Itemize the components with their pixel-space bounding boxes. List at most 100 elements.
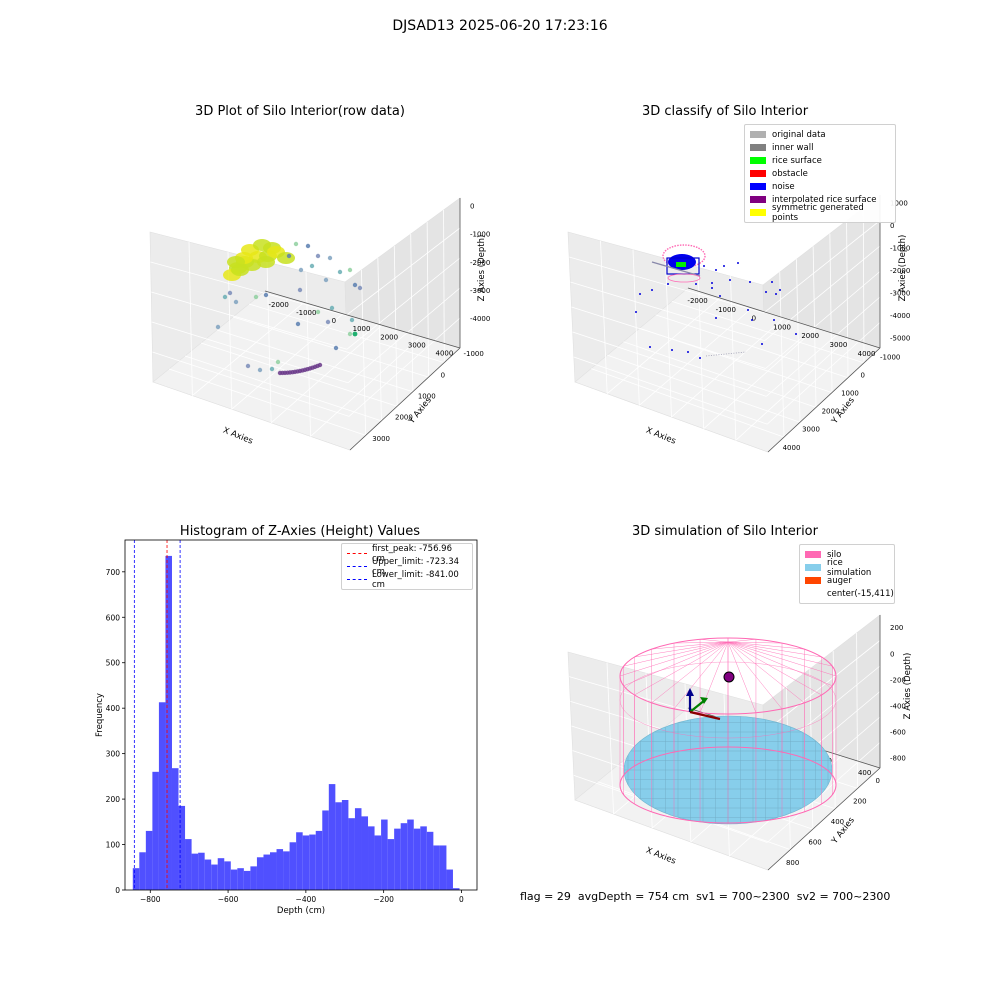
- x-axis-label: X Axies: [221, 426, 254, 447]
- silo-roof-wire: [673, 641, 729, 644]
- grid-line: [151, 291, 348, 350]
- grid-line: [346, 257, 461, 350]
- status-flag: flag = 29: [520, 890, 571, 903]
- histogram-bar: [165, 555, 172, 890]
- histogram-bar: [276, 849, 284, 890]
- z-axis-label: Z Axies (Depth): [898, 235, 908, 302]
- grid-line: [703, 327, 817, 429]
- y-tick-label: 2000: [395, 414, 413, 422]
- noise-point: [771, 281, 773, 283]
- raw-point: [295, 321, 301, 327]
- y-tick-label: 800: [786, 859, 799, 867]
- noise-point: [699, 357, 701, 359]
- legend-line-sample: [347, 566, 367, 567]
- y-tick-label: 1000: [841, 390, 859, 398]
- histogram-bar: [256, 857, 264, 890]
- legend-label: symmetric generated points: [772, 202, 864, 223]
- raw-point: [275, 359, 281, 365]
- noise-point: [715, 269, 717, 271]
- y-axis-label: Frequency: [95, 693, 105, 737]
- legend-entry: original data: [750, 128, 890, 141]
- raw-point: [357, 285, 363, 291]
- raw-point: [257, 367, 263, 373]
- classify-plot-title: 3D classify of Silo Interior: [641, 104, 809, 119]
- histogram-bar: [230, 869, 238, 890]
- raw-point: [323, 277, 329, 283]
- raw-point: [317, 362, 323, 368]
- y-tick-label: 0: [441, 371, 445, 379]
- histogram-bar: [204, 859, 212, 890]
- status-avg-depth: avgDepth = 754 cm: [577, 890, 690, 903]
- y-tick-label: 0: [861, 371, 865, 379]
- x-tick-label: 1000: [773, 323, 791, 331]
- status-sv2: sv2 = 700~2300: [796, 890, 891, 903]
- silo-roof-wire: [651, 641, 729, 704]
- silo-roof-wire: [673, 641, 729, 710]
- legend-entry: rice surface: [750, 154, 890, 167]
- raw-point: [293, 241, 299, 247]
- y-tick-label: 0: [115, 886, 120, 895]
- x-tick-label: 3000: [829, 341, 847, 349]
- x-axis-label: X Axies: [644, 426, 677, 447]
- x-tick-label: 2000: [801, 332, 819, 340]
- raw-point: [352, 331, 358, 337]
- x-axis-line: [687, 287, 881, 349]
- y-axis-line: [767, 767, 881, 871]
- z-tick-label: -1000: [470, 231, 490, 239]
- y-tick-label: 700: [106, 568, 121, 577]
- grid-line: [572, 331, 767, 397]
- z-tick-label: -2000: [890, 267, 910, 275]
- legend-swatch: [750, 170, 766, 177]
- histogram-bar: [394, 828, 401, 890]
- grid-line: [763, 640, 881, 733]
- y-tick-label: 1000: [418, 392, 436, 400]
- legend-entry: obstacle: [750, 167, 890, 180]
- noise-point: [719, 295, 721, 297]
- silo-roof-wire: [727, 641, 783, 710]
- y-tick-label: 600: [106, 613, 121, 622]
- z-tick-label: 200: [890, 624, 903, 632]
- legend-swatch: [805, 551, 821, 558]
- y-tick-label: 3000: [372, 435, 390, 443]
- grid-line: [377, 257, 382, 421]
- y-tick-label: 300: [106, 750, 121, 759]
- y-axis-line: [767, 347, 881, 453]
- x-axis-line: [264, 290, 461, 349]
- noise-point: [671, 349, 673, 351]
- histogram-bar: [145, 830, 153, 890]
- noise-point: [779, 289, 781, 291]
- histogram-bar: [224, 861, 231, 890]
- noise-point: [749, 281, 751, 283]
- z-tick-label: -3000: [470, 287, 490, 295]
- x-tick-label: -1000: [716, 306, 736, 314]
- histogram-bar: [348, 818, 355, 890]
- raw-point: [309, 263, 315, 269]
- grid-line: [188, 241, 193, 396]
- silo-roof-wire: [623, 641, 729, 667]
- z-tick-label: -4000: [470, 315, 490, 323]
- legend-swatch: [750, 131, 766, 138]
- z-tick-label: -1000: [890, 245, 910, 253]
- grid-line: [763, 220, 881, 314]
- legend-swatch: [750, 183, 766, 190]
- y-tick-label: 600: [808, 838, 821, 846]
- legend-label: first_peak: -756.96 cm: [372, 543, 452, 564]
- raw-point: [297, 287, 303, 293]
- x-tick-label: 1000: [353, 325, 371, 333]
- figure-title: DJSAD13 2025-06-20 17:23:16: [392, 18, 608, 34]
- raw-point: [263, 292, 269, 298]
- raw-point: [352, 282, 358, 288]
- histogram-bar: [452, 888, 460, 890]
- raw-point: [305, 243, 311, 249]
- legend-entry: rice simulation: [805, 558, 889, 578]
- grid-line: [671, 317, 785, 418]
- x-tick-label: 0: [332, 317, 336, 325]
- histogram-bar: [446, 869, 453, 890]
- legend-label: Lower_limit: -841.00 cm: [372, 569, 459, 590]
- histogram-bar: [152, 771, 159, 890]
- legend-label: inner wall: [772, 142, 814, 153]
- histogram-bar: [354, 808, 362, 890]
- silo-roof-wire: [651, 641, 729, 650]
- noise-point: [715, 317, 717, 319]
